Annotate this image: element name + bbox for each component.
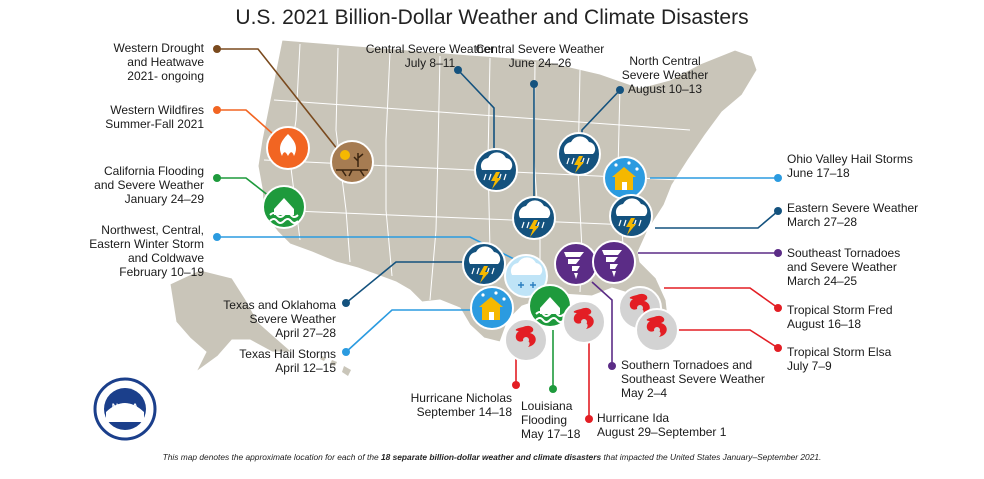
leader-eastern xyxy=(655,210,779,229)
storm-cloud-icon xyxy=(610,195,652,237)
label-nicholas: Hurricane Nicholas September 14–18 xyxy=(410,391,512,419)
hawaii xyxy=(320,356,351,376)
label-wildfire: Western Wildfires Summer-Fall 2021 xyxy=(105,103,204,131)
hurricane-icon xyxy=(635,308,679,352)
label-elsa: Tropical Storm Elsa July 7–9 xyxy=(787,345,892,373)
label-tx-hail: Texas Hail Storms April 12–15 xyxy=(239,347,336,375)
label-se-tornado: Southeast Tornadoes and Severe Weather M… xyxy=(787,246,901,288)
label-ohio: Ohio Valley Hail Storms June 17–18 xyxy=(787,152,913,180)
page-title: U.S. 2021 Billion-Dollar Weather and Cli… xyxy=(235,6,749,29)
leader-wildfire xyxy=(217,109,283,143)
fire-icon xyxy=(266,126,310,170)
drought-icon xyxy=(330,140,374,184)
label-ca-flood: California Flooding and Severe Weather J… xyxy=(94,164,204,206)
tornado-icon xyxy=(554,242,598,286)
leader-fred xyxy=(664,287,779,309)
footnote: This map denotes the approximate locatio… xyxy=(162,452,822,462)
label-winter: Northwest, Central, Eastern Winter Storm… xyxy=(89,223,204,279)
noaa-logo: NOAA xyxy=(93,377,157,441)
hurricane-icon xyxy=(504,318,548,362)
leader-tx-ok xyxy=(345,261,472,304)
storm-cloud-icon xyxy=(463,243,505,285)
leader-tx-hail xyxy=(345,309,470,353)
label-fred: Tropical Storm Fred August 16–18 xyxy=(787,303,893,331)
leader-drought xyxy=(217,48,339,151)
leader-ca-flood xyxy=(217,177,275,201)
hail-house-icon xyxy=(470,286,514,330)
alaska xyxy=(169,269,294,373)
leader-elsa xyxy=(672,329,779,349)
leader-south-tornado xyxy=(591,281,613,366)
label-tx-ok: Texas and Oklahoma Severe Weather April … xyxy=(223,298,336,340)
flood-icon xyxy=(262,185,306,229)
label-ida: Hurricane Ida August 29–September 1 xyxy=(597,411,727,439)
label-central-jun: Central Severe Weather June 24–26 xyxy=(475,42,605,70)
storm-cloud-icon xyxy=(513,197,555,239)
label-north-central: North Central Severe Weather August 10–1… xyxy=(621,54,709,96)
label-central-jul: Central Severe Weather July 8–11 xyxy=(365,42,495,70)
hurricane-icon xyxy=(562,300,606,344)
tornado-icon xyxy=(592,240,636,284)
leader-central-jul xyxy=(457,69,495,148)
storm-cloud-icon xyxy=(475,149,517,191)
label-la-flood: Louisiana Flooding May 17–18 xyxy=(521,399,581,441)
label-south-tornado: Southern Tornadoes and Southeast Severe … xyxy=(621,358,765,400)
hail-house-icon xyxy=(603,156,647,200)
label-eastern: Eastern Severe Weather March 27–28 xyxy=(787,201,919,229)
storm-cloud-icon xyxy=(558,133,600,175)
logo-text: NOAA xyxy=(112,402,139,412)
label-drought: Western Drought and Heatwave 2021- ongoi… xyxy=(113,41,205,83)
